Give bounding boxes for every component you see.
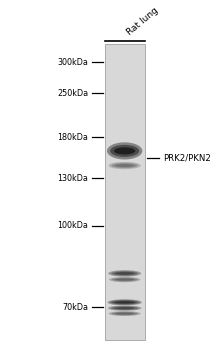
Ellipse shape	[109, 277, 140, 282]
Ellipse shape	[115, 164, 134, 167]
Ellipse shape	[111, 306, 138, 310]
Text: 130kDa: 130kDa	[58, 174, 89, 183]
Ellipse shape	[112, 312, 138, 315]
Ellipse shape	[108, 311, 141, 316]
Ellipse shape	[108, 270, 141, 277]
Text: Rat lung: Rat lung	[125, 6, 160, 37]
Ellipse shape	[114, 147, 135, 154]
Ellipse shape	[112, 278, 138, 281]
Ellipse shape	[108, 306, 141, 311]
Ellipse shape	[112, 163, 138, 168]
Text: 300kDa: 300kDa	[58, 58, 89, 67]
Text: 180kDa: 180kDa	[58, 133, 89, 142]
Ellipse shape	[111, 300, 139, 304]
Text: 70kDa: 70kDa	[62, 303, 89, 312]
Ellipse shape	[115, 313, 134, 315]
Text: 100kDa: 100kDa	[58, 221, 89, 230]
Ellipse shape	[115, 279, 134, 281]
Ellipse shape	[111, 271, 138, 276]
Ellipse shape	[108, 299, 142, 306]
Text: 250kDa: 250kDa	[57, 89, 89, 98]
Text: PRK2/PKN2: PRK2/PKN2	[163, 153, 211, 162]
Ellipse shape	[107, 142, 142, 160]
Ellipse shape	[108, 162, 141, 169]
Ellipse shape	[114, 301, 135, 304]
Ellipse shape	[110, 145, 139, 157]
Ellipse shape	[115, 272, 135, 275]
Bar	[105, 44, 145, 340]
Ellipse shape	[115, 307, 135, 309]
